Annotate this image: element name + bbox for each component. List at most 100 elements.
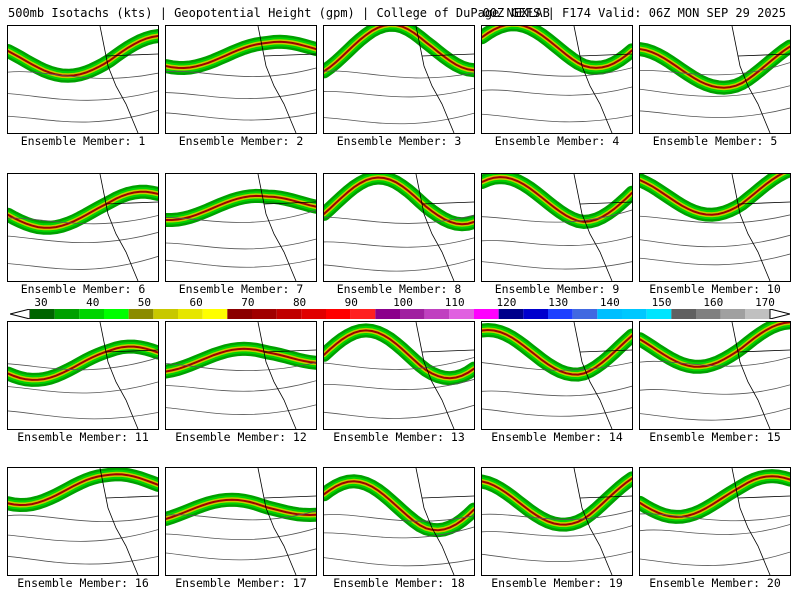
isotach-band [482,477,632,526]
ensemble-map-panel [7,25,159,134]
legend-tick-label: 110 [444,296,465,309]
legend-swatch [252,309,277,319]
ensemble-member-label: Ensemble Member: 16 [17,576,149,590]
isotach-band [482,176,632,223]
ensemble-member-label: Ensemble Member: 18 [333,576,465,590]
height-contour [324,379,474,390]
border-line [579,349,632,353]
height-contour [324,237,474,248]
ensemble-map-panel [323,173,475,282]
legend-swatch [350,309,376,319]
coastline [573,174,613,281]
border-line [105,495,158,499]
legend-tick-label: 150 [651,296,672,309]
ensemble-map-panel [165,25,317,134]
legend-swatch [326,309,351,319]
jet-stream-map [640,26,790,133]
legend-swatch [745,309,770,319]
height-contour [324,87,474,98]
border-line [263,201,316,205]
isotach-band [166,498,316,520]
legend-swatch [79,309,104,319]
height-contour [166,112,316,121]
coastline [99,174,139,281]
coastline [257,174,297,281]
legend-tick-label: 90 [344,296,358,309]
legend-swatch [597,309,622,319]
legend-swatch [375,309,400,319]
jet-stream-map [324,468,474,575]
height-contour [640,62,790,76]
coastline [415,468,455,575]
border-line [105,349,158,353]
height-contour [324,214,474,224]
height-contour [166,89,316,100]
ensemble-member-label: Ensemble Member: 5 [652,134,778,148]
ensemble-member-label: Ensemble Member: 8 [336,282,462,296]
height-contour [166,527,316,540]
legend-tick-label: 160 [703,296,724,309]
height-contour [324,404,474,419]
height-contour [640,253,790,266]
ensemble-map-panel [481,467,633,576]
height-contour [640,85,790,97]
isotach-band [482,26,632,69]
legend-tick-label: 30 [34,296,48,309]
coastline [573,322,613,429]
height-contour [8,555,158,565]
legend-labels: 30 40 50 60 70 80 90 100 110 120 130 140 150 160 170 [0,296,800,310]
height-contour [640,384,790,395]
legend-swatch [424,309,450,319]
height-contour [482,236,632,246]
coastline [415,322,455,429]
ensemble-map-panel [481,173,633,282]
height-contour [8,90,158,101]
coastline [573,468,613,575]
height-contour [640,107,790,118]
height-contour [640,551,790,566]
coastline [731,174,771,281]
legend-swatch [301,309,326,319]
legend-tick-label: 100 [393,296,413,309]
legend-swatch [178,309,203,319]
legend-swatch [474,309,499,319]
height-contour [482,261,632,270]
border-line [579,201,632,205]
legend-swatch [523,309,548,319]
isotach-band [324,176,474,226]
height-contour [482,209,632,223]
isotach-band [640,322,790,368]
legend-tick-label: 80 [292,296,307,309]
height-contour [8,110,158,123]
model-run-label: 00Z GEFS | F174 Valid: 06Z MON SEP 29 20… [482,6,786,20]
isotach-band [8,473,158,507]
coastline [99,26,139,133]
border-line [421,349,474,353]
border-line [737,53,790,57]
height-contour [8,71,158,79]
coastline [573,26,613,133]
height-contour [324,514,474,522]
ensemble-member-label: Ensemble Member: 1 [20,134,146,148]
coastline [99,468,139,575]
ensemble-member-label: Ensemble Member: 9 [494,282,620,296]
height-contour [324,557,474,567]
border-line [421,201,474,205]
height-contour [482,385,632,397]
height-contour [166,548,316,561]
jet-stream-map [166,322,316,429]
legend-swatch [671,309,696,319]
map-title: 500mb Isotachs (kts) | Geopotential Heig… [8,6,550,20]
border-line [421,53,474,57]
jet-stream-map [166,26,316,133]
height-contour [8,381,158,394]
ensemble-member-label: Ensemble Member: 13 [333,430,465,444]
isotach-band [482,328,632,376]
jet-stream-map [482,468,632,575]
coastline [731,322,771,429]
isotach-band [166,194,316,221]
legend-tick-label: 140 [599,296,620,309]
ensemble-map-panel [165,467,317,576]
legend-tick-label: 60 [189,296,203,309]
legend-tick-label: 170 [755,296,775,309]
